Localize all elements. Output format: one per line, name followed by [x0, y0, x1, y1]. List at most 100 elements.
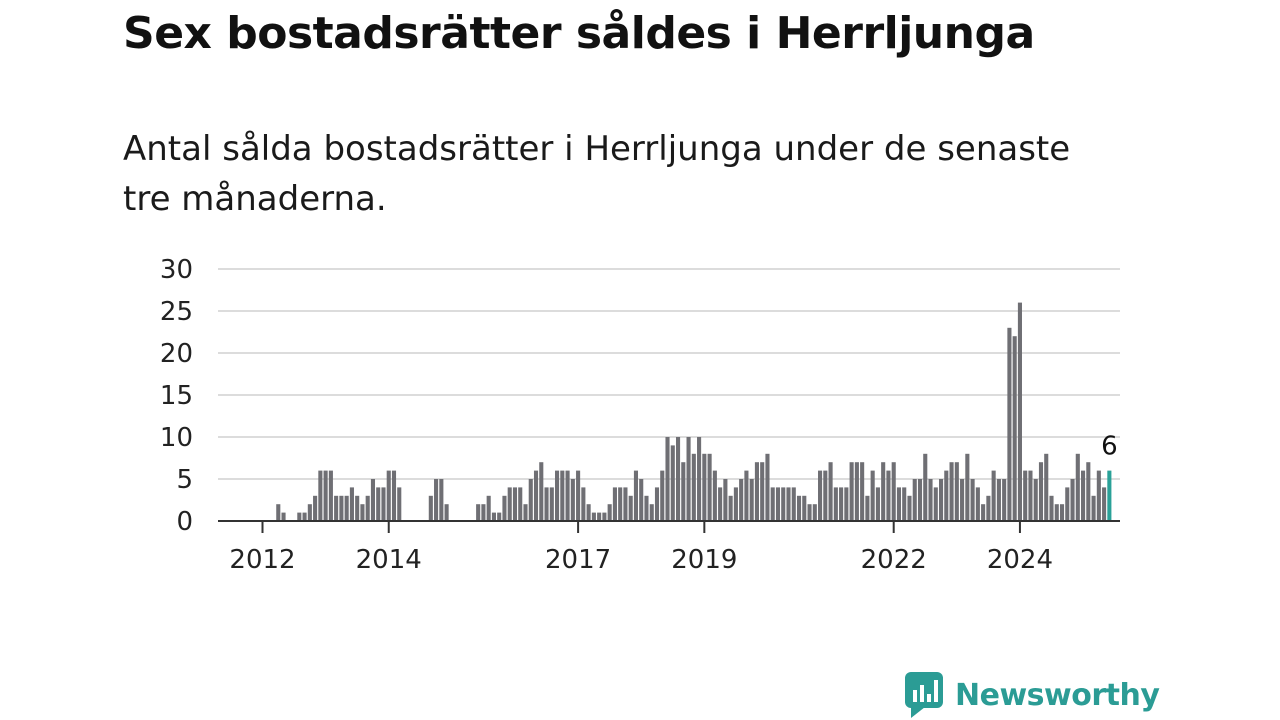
bar [528, 479, 533, 521]
bar [865, 495, 870, 521]
bar [802, 495, 807, 521]
x-tick-label: 2012 [229, 545, 295, 575]
bar [497, 512, 502, 521]
bar [365, 495, 370, 521]
x-tick-label: 2022 [861, 545, 927, 575]
bar [938, 479, 944, 521]
bar [796, 495, 802, 521]
bar [328, 470, 333, 521]
bar [970, 479, 975, 521]
bar [870, 470, 875, 521]
bar [428, 495, 433, 521]
bar [581, 487, 586, 521]
bar [586, 504, 591, 521]
bar [1049, 495, 1054, 521]
bar [697, 437, 702, 521]
bar [434, 479, 439, 521]
bar [781, 487, 786, 521]
bar [686, 437, 691, 521]
bar [902, 487, 907, 521]
bar [313, 495, 318, 521]
bar [397, 487, 402, 521]
bar [886, 470, 891, 521]
bar [570, 479, 575, 521]
bar [923, 453, 928, 521]
bar [912, 479, 917, 521]
bar [1007, 327, 1012, 521]
gridlines [218, 268, 1120, 480]
bar [323, 470, 328, 521]
bar [391, 470, 397, 521]
bar [512, 487, 518, 521]
bar [1081, 470, 1086, 521]
bar [749, 479, 754, 521]
bar [1070, 479, 1075, 521]
bar [818, 470, 823, 521]
bar [765, 453, 770, 521]
bar [618, 487, 623, 521]
bar [928, 479, 933, 521]
bar [334, 495, 339, 521]
bar [544, 487, 549, 521]
bar [828, 462, 833, 521]
bar [633, 470, 639, 521]
bar [1086, 462, 1091, 521]
bar [318, 470, 323, 521]
bar [355, 495, 360, 521]
bar [1102, 487, 1107, 521]
bar [786, 487, 791, 521]
y-tick-label: 15 [160, 381, 193, 411]
bar [891, 462, 896, 521]
chart-title: Sex bostadsrätter såldes i Herrljunga [123, 8, 1035, 59]
bar [654, 487, 660, 521]
bar [644, 495, 649, 521]
bar [565, 470, 570, 521]
y-tick-label: 5 [176, 465, 193, 495]
bar [718, 487, 723, 521]
bar [1096, 470, 1101, 521]
bar [675, 437, 681, 521]
bar [975, 487, 980, 521]
bar [744, 470, 749, 521]
bar [1017, 302, 1022, 521]
bar [502, 495, 507, 521]
bar [602, 512, 607, 521]
bar [991, 470, 996, 521]
bar [339, 495, 344, 521]
bar [607, 504, 612, 521]
y-tick-label: 25 [160, 297, 193, 327]
bar [1002, 479, 1007, 521]
bar [576, 470, 581, 521]
bar [665, 437, 670, 521]
bar [723, 479, 728, 521]
x-tick-label: 2019 [671, 545, 737, 575]
y-tick-label: 10 [160, 423, 193, 453]
bar [933, 487, 938, 521]
bar [812, 504, 817, 521]
bar [386, 470, 391, 521]
bar [707, 453, 712, 521]
bar [491, 512, 496, 521]
bar [507, 487, 512, 521]
bar [1038, 462, 1044, 521]
bar [770, 487, 775, 521]
x-axis: 2012 2014 2017 2019 2022 2024 [218, 520, 1120, 575]
chart-subtitle: Antal sålda bostadsrätter i Herrljunga u… [123, 129, 1071, 219]
bar [896, 487, 902, 521]
x-tick-label: 2014 [356, 545, 422, 575]
bar [1044, 453, 1049, 521]
bars [276, 302, 1112, 521]
bar [854, 462, 859, 521]
bar [965, 453, 970, 521]
bar [660, 470, 665, 521]
bar [1033, 479, 1038, 521]
bar [875, 487, 880, 521]
newsworthy-logo[interactable]: Newsworthy [903, 670, 1160, 720]
last-value-label: 6 [1101, 432, 1118, 462]
bar [849, 462, 854, 521]
bar [276, 504, 281, 521]
y-tick-label: 0 [176, 507, 193, 537]
x-tick-label: 2017 [545, 545, 611, 575]
y-tick-label: 20 [160, 339, 193, 369]
